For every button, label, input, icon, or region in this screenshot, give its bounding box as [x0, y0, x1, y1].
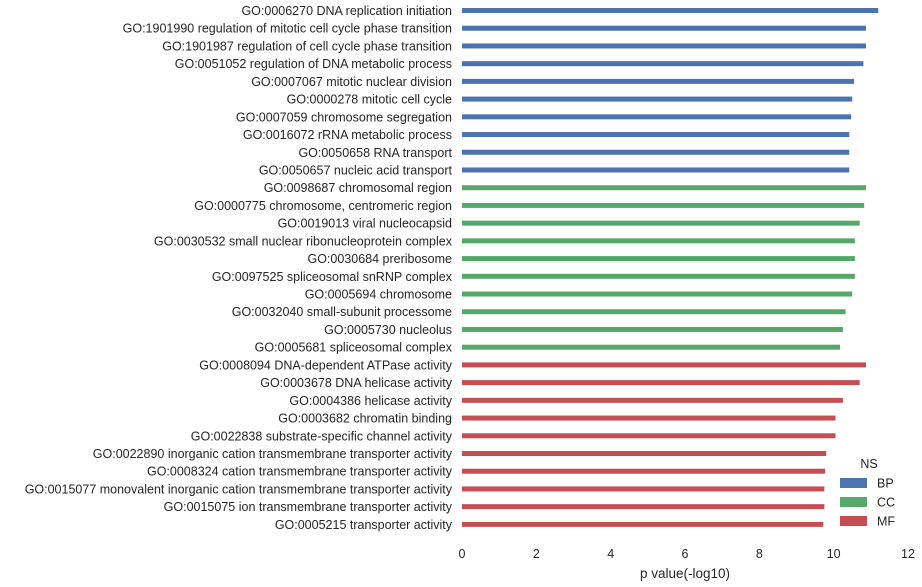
category-label-23: GO:0003682 chromatin binding [278, 412, 452, 426]
category-label-21: GO:0003678 DNA helicase activity [260, 376, 453, 390]
x-tick-label-2: 2 [533, 547, 540, 561]
category-label-12: GO:0019013 viral nucleocapsid [278, 217, 452, 231]
legend: NS BP CC MF [840, 457, 895, 529]
bar-bp-3 [462, 61, 864, 67]
bar-bp-4 [462, 78, 855, 84]
bars-layer [462, 8, 879, 527]
category-label-11: GO:0000775 chromosome, centromeric regio… [194, 199, 452, 213]
category-label-10: GO:0098687 chromosomal region [264, 181, 452, 195]
x-tick-label-8: 8 [756, 547, 763, 561]
category-label-7: GO:0016072 rRNA metabolic process [243, 128, 452, 142]
category-label-17: GO:0032040 small-subunit processome [232, 305, 452, 319]
bar-cc-13 [462, 238, 855, 244]
category-label-3: GO:0051052 regulation of DNA metabolic p… [175, 57, 452, 71]
bar-mf-27 [462, 486, 825, 492]
category-label-18: GO:0005730 nucleolus [324, 323, 452, 337]
category-label-0: GO:0006270 DNA replication initiation [241, 4, 452, 18]
category-label-29: GO:0005215 transporter activity [275, 518, 453, 532]
category-label-6: GO:0007059 chromosome segregation [236, 110, 452, 124]
bar-mf-21 [462, 380, 860, 386]
x-tick-label-0: 0 [459, 547, 466, 561]
bar-mf-25 [462, 451, 827, 456]
bar-cc-16 [462, 291, 853, 297]
legend-label-bp: BP [877, 477, 894, 491]
x-axis-title: p value(-log10) [640, 566, 730, 581]
legend-swatch-bp [840, 478, 867, 488]
bar-cc-12 [462, 220, 860, 226]
bar-mf-23 [462, 415, 836, 421]
category-label-26: GO:0008324 cation transmembrane transpor… [147, 465, 453, 479]
category-label-4: GO:0007067 mitotic nuclear division [251, 75, 452, 89]
bar-cc-19 [462, 344, 840, 350]
bar-cc-11 [462, 202, 865, 208]
bar-cc-15 [462, 273, 855, 279]
x-tick-label-10: 10 [827, 547, 841, 561]
category-label-1: GO:1901990 regulation of mitotic cell cy… [123, 22, 452, 36]
category-label-27: GO:0015077 monovalent inorganic cation t… [25, 482, 453, 496]
category-label-20: GO:0008094 DNA-dependent ATPase activity [199, 358, 452, 372]
category-label-14: GO:0030684 preribosome [307, 252, 452, 266]
category-labels: GO:0006270 DNA replication initiation GO:… [25, 4, 453, 532]
bar-mf-26 [462, 468, 826, 474]
bar-bp-0 [462, 8, 879, 13]
bar-mf-28 [462, 504, 825, 510]
bar-bp-9 [462, 167, 850, 173]
bar-cc-17 [462, 309, 846, 315]
category-label-13: GO:0030532 small nuclear ribonucleoprote… [154, 234, 453, 248]
bar-bp-1 [462, 25, 867, 31]
legend-label-cc: CC [877, 496, 895, 510]
bar-cc-14 [462, 256, 855, 262]
bar-bp-5 [462, 96, 853, 102]
legend-swatch-mf [840, 516, 867, 526]
category-label-16: GO:0005694 chromosome [305, 288, 452, 302]
bar-cc-18 [462, 326, 843, 332]
bar-mf-22 [462, 397, 843, 403]
category-label-15: GO:0097525 spliceosomal snRNP complex [212, 270, 453, 284]
category-label-28: GO:0015075 ion transmembrane transporter… [164, 500, 453, 514]
category-label-19: GO:0005681 spliceosomal complex [255, 341, 453, 355]
category-label-25: GO:0022890 inorganic cation transmembran… [93, 447, 453, 461]
legend-swatch-cc [840, 497, 867, 507]
category-label-9: GO:0050657 nucleic acid transport [259, 163, 453, 177]
category-label-2: GO:1901987 regulation of cell cycle phas… [162, 39, 452, 53]
bar-bp-7 [462, 132, 850, 138]
bar-mf-24 [462, 433, 836, 439]
bar-cc-10 [462, 185, 867, 191]
x-tick-label-12: 12 [901, 547, 915, 561]
legend-entries: BP CC MF [840, 477, 895, 529]
bar-mf-29 [462, 521, 824, 527]
bar-bp-8 [462, 149, 850, 155]
x-tick-label-6: 6 [682, 547, 689, 561]
bar-bp-6 [462, 114, 852, 120]
category-label-8: GO:0050658 RNA transport [298, 146, 452, 160]
x-axis-ticks: 0 2 4 6 8 10 12 [459, 547, 915, 561]
category-label-5: GO:0000278 mitotic cell cycle [287, 93, 452, 107]
x-tick-label-4: 4 [607, 547, 614, 561]
legend-title: NS [860, 457, 877, 471]
bar-mf-20 [462, 362, 867, 368]
category-label-22: GO:0004386 helicase activity [289, 394, 452, 408]
legend-label-mf: MF [877, 515, 895, 529]
bar-bp-2 [462, 43, 867, 49]
category-label-24: GO:0022838 substrate-specific channel ac… [191, 429, 453, 443]
